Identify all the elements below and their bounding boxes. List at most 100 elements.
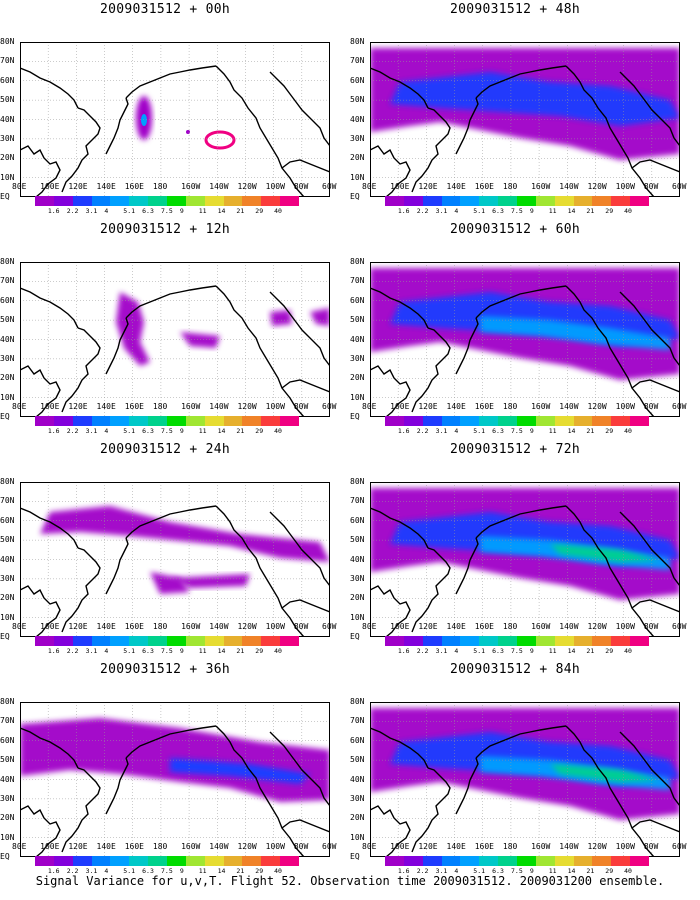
- map-panel: 2009031512 + 12h 80N 70N 60N 50N 40N 30N 20N 10N…: [0, 220, 336, 435]
- lon-tick-label: 140E: [446, 402, 466, 411]
- lon-tick-label: 160W: [181, 402, 201, 411]
- colorbar-swatch: [441, 196, 461, 206]
- colorbar-label: 9: [529, 207, 534, 215]
- lat-tick-label: 70N: [350, 56, 365, 66]
- colorbar-label: 5.1: [123, 647, 136, 655]
- colorbar-label: 40: [274, 647, 282, 655]
- colorbar-label: 9: [529, 647, 534, 655]
- lon-tick-label: 180: [152, 182, 168, 191]
- lon-tick-label: 160W: [531, 842, 551, 851]
- lon-tick-label: 80E: [362, 402, 377, 411]
- signal-variance-field: [170, 758, 310, 784]
- coastline: [411, 107, 451, 193]
- lon-tick-label: 120W: [587, 622, 607, 631]
- lon-tick-label: 80E: [12, 402, 27, 411]
- colorbar-swatch: [498, 416, 518, 426]
- lon-tick-label: 140E: [96, 402, 116, 411]
- lat-tick-label: 40N: [0, 554, 15, 564]
- colorbar-swatch: [223, 196, 243, 206]
- map-panel: 2009031512 + 00h 80N 70N 60N 50N 40N 30N 20N 10N…: [0, 0, 336, 215]
- colorbar-label: 6.3: [492, 867, 504, 875]
- colorbar-swatch: [517, 856, 536, 866]
- coastline: [370, 67, 429, 109]
- colorbar-swatch: [72, 856, 92, 866]
- lat-tick-label: 70N: [0, 56, 15, 66]
- colorbar-swatch: [261, 856, 281, 866]
- lon-tick-label: 100W: [615, 182, 635, 191]
- lon-tick-label: 60W: [322, 842, 337, 851]
- colorbar-label: 1.6: [47, 427, 60, 435]
- lat-tick-label: 70N: [0, 496, 15, 506]
- coastline: [370, 507, 429, 549]
- colorbar-label: 40: [624, 207, 632, 215]
- colorbar: [385, 416, 650, 426]
- lat-tick-label: 30N: [350, 793, 365, 803]
- colorbar-swatch: [460, 856, 480, 866]
- colorbar-label: 14: [217, 427, 226, 435]
- colorbar-label: 2.2: [66, 867, 79, 875]
- colorbar-swatch: [110, 416, 130, 426]
- colorbar-label: 11: [198, 427, 207, 435]
- colorbar-label: 9: [529, 427, 534, 435]
- colorbar-swatch: [280, 856, 300, 866]
- coastline: [61, 767, 101, 853]
- lon-tick-label: 80W: [293, 182, 309, 191]
- colorbar-swatch: [185, 636, 205, 646]
- panel-title: 2009031512 + 36h: [99, 662, 231, 677]
- lon-tick-label: 160E: [124, 182, 144, 191]
- colorbar-swatch: [441, 416, 461, 426]
- lon-tick-label: 180: [502, 842, 518, 851]
- colorbar-swatch: [167, 196, 186, 206]
- lon-tick-label: 140W: [209, 182, 229, 191]
- colorbar-label: 6.3: [492, 647, 504, 655]
- lon-tick-label: 100E: [40, 842, 60, 851]
- lon-tick-label: 80W: [643, 622, 659, 631]
- lon-tick-label: 160E: [474, 622, 494, 631]
- lat-tick-label: 50N: [350, 755, 365, 765]
- colorbar-swatch: [110, 196, 130, 206]
- colorbar-swatch: [35, 196, 54, 206]
- lat-tick-label: EQ: [350, 852, 360, 861]
- colorbar-swatch: [479, 636, 499, 646]
- colorbar-label: 40: [274, 867, 282, 875]
- lon-tick-label: 100W: [265, 622, 285, 631]
- panel-title: 2009031512 + 12h: [99, 222, 231, 237]
- colorbar-swatch: [261, 416, 281, 426]
- colorbar-swatch: [53, 416, 73, 426]
- coastline: [20, 507, 79, 549]
- signal-variance-field: [270, 310, 292, 326]
- lat-tick-label: 30N: [350, 353, 365, 363]
- colorbar-swatch: [223, 856, 243, 866]
- colorbar-label: 7.5: [161, 207, 173, 215]
- colorbar-swatch: [91, 196, 111, 206]
- coastline: [269, 511, 330, 587]
- colorbar-swatch: [403, 196, 423, 206]
- colorbar-label: 11: [198, 647, 207, 655]
- lon-tick-label: 160E: [124, 402, 144, 411]
- lat-tick-label: 10N: [350, 612, 365, 622]
- lat-tick-label: 40N: [350, 774, 365, 784]
- coastline: [125, 725, 217, 759]
- lat-tick-label: 70N: [350, 496, 365, 506]
- coastline: [475, 725, 567, 759]
- lat-tick-label: 60N: [0, 75, 15, 85]
- coastline: [370, 287, 429, 329]
- lon-tick-label: 60W: [322, 402, 337, 411]
- colorbar-label: 29: [605, 647, 614, 655]
- lon-tick-label: 80W: [293, 402, 309, 411]
- lon-tick-label: 120W: [237, 842, 257, 851]
- lat-tick-label: 70N: [350, 716, 365, 726]
- coastline: [455, 757, 479, 815]
- panel-title: 2009031512 + 72h: [449, 442, 581, 457]
- lon-tick-label: 60W: [672, 402, 687, 411]
- colorbar-label: 6.3: [142, 427, 154, 435]
- colorbar-swatch: [261, 636, 281, 646]
- lon-tick-label: 80W: [293, 622, 309, 631]
- colorbar-swatch: [592, 856, 612, 866]
- lon-tick-label: 160W: [531, 402, 551, 411]
- lon-tick-label: 100E: [390, 182, 410, 191]
- lon-tick-label: 120E: [418, 182, 438, 191]
- lat-tick-label: EQ: [0, 852, 10, 861]
- lat-tick-label: 20N: [0, 373, 15, 383]
- lat-tick-label: 60N: [350, 515, 365, 525]
